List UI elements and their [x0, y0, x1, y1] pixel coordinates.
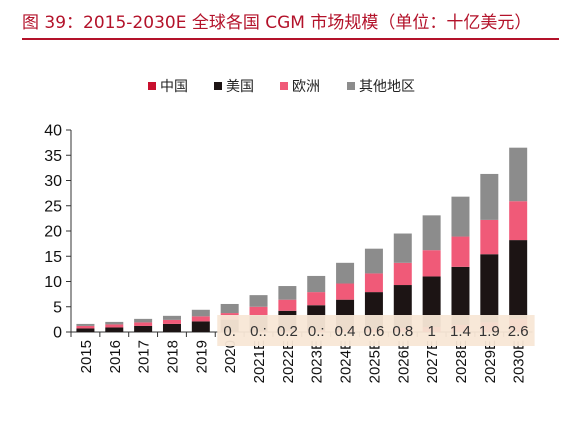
bar-segment — [249, 295, 268, 307]
bar-segment — [451, 266, 470, 325]
data-label-band — [217, 315, 535, 346]
x-tick-label: 2022E — [280, 340, 297, 383]
x-tick-label: 2024E — [338, 340, 355, 383]
legend-label: 其他地区 — [359, 79, 415, 95]
china-value-label: 2.6 — [508, 323, 529, 340]
x-tick-label: 2018 — [164, 340, 181, 373]
y-tick-label: 40 — [44, 123, 62, 140]
bar-segment — [220, 303, 239, 314]
legend-swatch — [148, 82, 156, 90]
figure-title: 图 39：2015-2030E 全球各国 CGM 市场规模（单位：十亿美元） — [22, 13, 532, 33]
x-tick-label: 2025E — [366, 340, 383, 383]
x-tick-label: 2027E — [424, 340, 441, 383]
bar-segment — [105, 327, 124, 332]
bar-segment — [162, 323, 181, 332]
bar-segment — [162, 319, 181, 324]
bar-segment — [249, 306, 268, 316]
bar-segment — [364, 248, 383, 274]
china-value-label: 1.9 — [479, 323, 500, 340]
legend-swatch — [347, 82, 355, 90]
china-value-label: 0.: — [250, 323, 267, 340]
bar-segment — [336, 262, 355, 284]
bar-segment — [134, 322, 153, 326]
bar-segment — [191, 321, 210, 332]
bar-segment — [134, 325, 153, 332]
x-tick-label: 2016 — [107, 340, 124, 373]
bar-segment — [278, 286, 297, 300]
x-tick-label: 2019 — [193, 340, 210, 373]
x-tick-label: 2028E — [453, 340, 470, 383]
y-tick-label: 15 — [44, 249, 62, 266]
chart-legend: 中国 美国 欧洲 其他地区 — [148, 79, 415, 95]
y-tick-label: 35 — [44, 148, 62, 165]
china-value-label: 1.4 — [450, 323, 471, 340]
bar-segment — [336, 283, 355, 300]
y-tick-label: 0 — [53, 325, 62, 342]
bar-segment — [422, 215, 441, 251]
legend-swatch — [214, 82, 222, 90]
x-tick-label: 2020 — [222, 340, 239, 373]
x-tick-label: 2030E — [511, 340, 528, 383]
x-tick-label: 2026E — [395, 340, 412, 383]
chart-bars — [76, 147, 528, 332]
china-value-label: 0. — [223, 323, 236, 340]
bar-segment — [451, 196, 470, 237]
bar-segment — [509, 147, 528, 202]
bar-segment — [480, 173, 499, 220]
bar-segment — [393, 233, 412, 263]
bar-segment — [191, 309, 210, 317]
y-tick-label: 10 — [44, 274, 62, 291]
bar-segment — [76, 323, 95, 326]
bar-segment — [422, 250, 441, 277]
china-value-label: 0.8 — [392, 323, 413, 340]
china-value-label: 0.6 — [363, 323, 384, 340]
bar-segment — [105, 324, 124, 328]
legend-label: 中国 — [160, 79, 188, 95]
bar-segment — [162, 315, 181, 320]
bar-segment — [364, 273, 383, 293]
x-tick-label: 2017 — [136, 340, 153, 373]
y-tick-label: 25 — [44, 198, 62, 215]
bar-segment — [134, 318, 153, 323]
china-value-label: 0.2 — [277, 323, 298, 340]
bar-segment — [451, 236, 470, 267]
y-tick-label: 20 — [44, 224, 62, 241]
bar-segment — [278, 299, 297, 311]
bar-segment — [76, 328, 95, 332]
bar-segment — [105, 321, 124, 325]
y-tick-label: 5 — [53, 299, 62, 316]
legend-swatch — [280, 82, 288, 90]
china-value-label: 0.: — [308, 323, 325, 340]
bar-segment — [509, 201, 528, 241]
bar-segment — [480, 254, 499, 323]
bar-segment — [393, 262, 412, 286]
bar-segment — [307, 292, 326, 306]
bar-segment — [307, 275, 326, 293]
bar-segment — [422, 276, 441, 327]
legend-label: 美国 — [226, 79, 254, 95]
y-tick-label: 30 — [44, 173, 62, 190]
title-underline — [22, 38, 559, 40]
x-tick-label: 2023E — [309, 340, 326, 383]
x-tick-label: 2029E — [482, 340, 499, 383]
chart-data-labels: 0. 0.: 0.2 0.: 0.4 0.6 0.8 1 1.4 1.9 2.6 — [217, 315, 535, 346]
bar-segment — [76, 325, 95, 329]
bar-segment — [509, 240, 528, 319]
bar-segment — [191, 316, 210, 322]
china-value-label: 0.4 — [335, 323, 356, 340]
x-tick-label: 2021E — [251, 340, 268, 383]
bar-segment — [480, 219, 499, 255]
x-tick-label: 2015 — [78, 340, 95, 373]
legend-label: 欧洲 — [292, 79, 320, 95]
china-value-label: 1 — [427, 323, 435, 340]
